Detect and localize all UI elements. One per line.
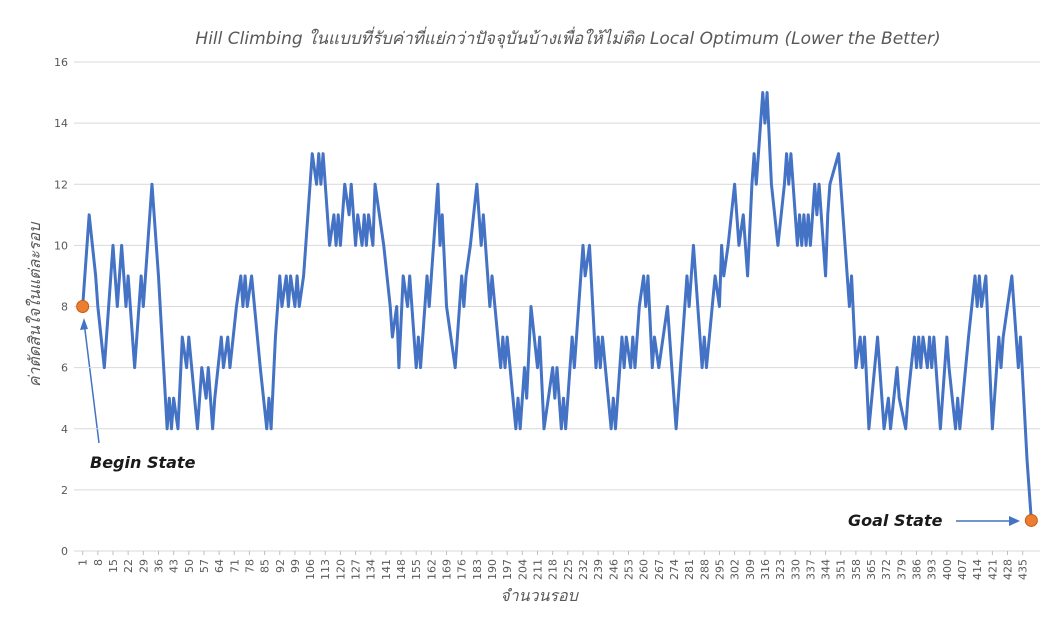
x-axis-title: จำนวนรอบ — [500, 586, 579, 605]
x-tick-label: 141 — [380, 559, 393, 580]
x-tick-label: 1 — [77, 559, 90, 566]
x-tick-label: 372 — [880, 559, 893, 580]
x-tick-label: 57 — [198, 559, 211, 573]
y-tick-label: 16 — [54, 56, 68, 69]
x-tick-label: 246 — [607, 559, 620, 580]
x-tick-label: 225 — [562, 559, 575, 580]
y-tick-label: 14 — [54, 117, 68, 130]
x-tick-label: 127 — [350, 559, 363, 580]
x-tick-label: 29 — [137, 559, 150, 573]
x-tick-label: 344 — [820, 559, 833, 580]
y-tick-label: 4 — [61, 423, 68, 436]
y-axis-title: ค่าตัดสินใจในแต่ละรอบ — [25, 221, 44, 387]
x-tick-label: 386 — [911, 559, 924, 580]
x-tick-label: 197 — [501, 559, 514, 580]
x-tick-label: 113 — [319, 559, 332, 580]
x-tick-label: 267 — [653, 559, 666, 580]
x-tick-label: 106 — [304, 559, 317, 580]
x-tick-label: 379 — [895, 559, 908, 580]
x-tick-label: 22 — [122, 559, 135, 573]
x-tick-label: 71 — [228, 559, 241, 573]
x-tick-label: 407 — [956, 559, 969, 580]
x-tick-label: 414 — [971, 559, 984, 580]
chart-title: Hill Climbing ในแบบที่รับค่าที่แย่กว่าปั… — [195, 26, 940, 49]
x-tick-label: 274 — [668, 559, 681, 580]
x-tick-label: 190 — [486, 559, 499, 580]
x-tick-label: 281 — [683, 559, 696, 580]
x-tick-label: 330 — [789, 559, 802, 580]
x-tick-label: 15 — [107, 559, 120, 573]
state-marker — [1024, 513, 1038, 527]
x-tick-label: 204 — [516, 559, 529, 580]
x-tick-label: 148 — [395, 559, 408, 580]
x-tick-label: 218 — [547, 559, 560, 580]
x-tick-label: 155 — [410, 559, 423, 580]
x-tick-label: 316 — [759, 559, 772, 580]
x-tick-label: 92 — [274, 559, 287, 573]
x-tick-label: 288 — [698, 559, 711, 580]
x-tick-label: 358 — [850, 559, 863, 580]
x-tick-label: 365 — [865, 559, 878, 580]
y-tick-label: 2 — [61, 484, 68, 497]
x-tick-label: 323 — [774, 559, 787, 580]
goal-arrowhead — [1009, 516, 1020, 526]
x-tick-label: 400 — [941, 559, 954, 580]
x-tick-label: 8 — [92, 559, 105, 566]
x-tick-label: 295 — [713, 559, 726, 580]
x-tick-label: 134 — [365, 559, 378, 580]
x-tick-label: 85 — [259, 559, 272, 573]
x-tick-label: 239 — [592, 559, 605, 580]
x-tick-label: 393 — [926, 559, 939, 580]
x-tick-label: 428 — [1002, 559, 1015, 580]
x-tick-label: 120 — [334, 559, 347, 580]
y-tick-label: 6 — [61, 362, 68, 375]
x-tick-label: 351 — [835, 559, 848, 580]
x-tick-label: 176 — [456, 559, 469, 580]
x-tick-label: 232 — [577, 559, 590, 580]
x-tick-label: 253 — [622, 559, 635, 580]
begin-annotation: Begin State — [90, 453, 196, 472]
y-tick-label: 12 — [54, 178, 68, 191]
x-tick-label: 260 — [638, 559, 651, 580]
x-tick-label: 337 — [804, 559, 817, 580]
x-tick-label: 302 — [729, 559, 742, 580]
state-marker — [76, 300, 90, 313]
data-line — [81, 91, 1033, 521]
y-tick-label: 10 — [54, 239, 68, 252]
x-tick-label: 309 — [744, 559, 757, 580]
goal-annotation: Goal State — [848, 511, 943, 530]
x-tick-label: 36 — [152, 559, 165, 573]
begin-arrowhead — [80, 318, 88, 330]
x-tick-label: 78 — [243, 559, 256, 573]
x-tick-label: 421 — [986, 559, 999, 580]
x-tick-label: 43 — [168, 559, 181, 573]
x-tick-label: 435 — [1017, 559, 1030, 580]
x-tick-label: 64 — [213, 559, 226, 573]
y-tick-label: 0 — [61, 545, 68, 558]
begin-arrow — [83, 321, 100, 444]
y-tick-label: 8 — [61, 301, 68, 314]
x-tick-label: 183 — [471, 559, 484, 580]
x-tick-label: 162 — [425, 559, 438, 580]
x-tick-label: 169 — [441, 559, 454, 580]
x-tick-label: 50 — [183, 559, 196, 573]
x-tick-label: 211 — [532, 559, 545, 580]
x-tick-label: 99 — [289, 559, 302, 573]
